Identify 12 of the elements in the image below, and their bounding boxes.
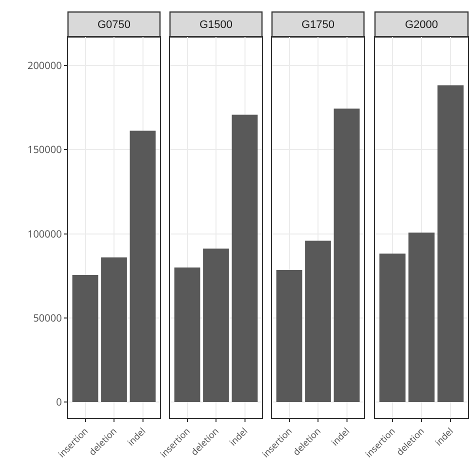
chart-title: G2000 <box>404 18 438 31</box>
y-tick-label: 150000 <box>27 142 62 156</box>
bar <box>72 275 98 402</box>
bar <box>101 257 127 402</box>
y-tick-label: 200000 <box>27 58 62 72</box>
y-tick-label: 0 <box>56 394 62 409</box>
y-tick-label: 50000 <box>33 310 62 324</box>
chart-title: G1500 <box>199 18 233 31</box>
y-tick-label: 100000 <box>27 226 62 240</box>
bar <box>130 130 156 402</box>
chart-title: G0750 <box>97 18 131 31</box>
chart-title: G1750 <box>301 18 335 31</box>
